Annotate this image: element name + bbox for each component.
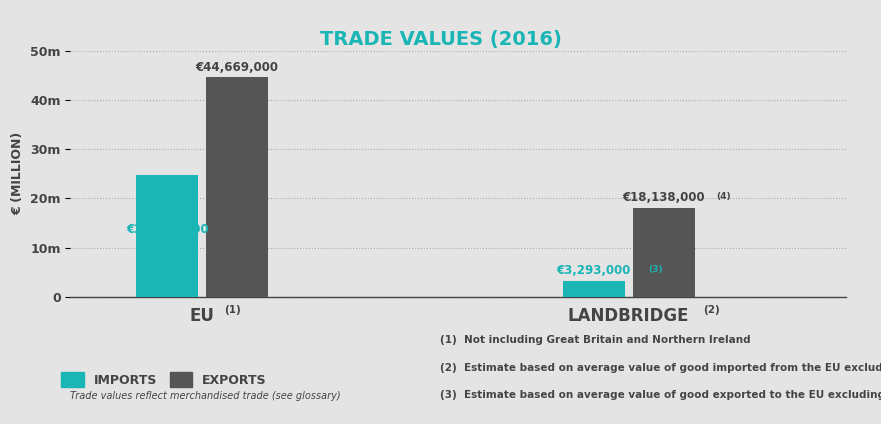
Text: €44,669,000: €44,669,000 bbox=[196, 61, 278, 74]
Text: Trade values reflect merchandised trade (see glossary): Trade values reflect merchandised trade … bbox=[70, 391, 341, 401]
Bar bbox=[633, 208, 694, 297]
Text: €3,293,000: €3,293,000 bbox=[557, 264, 631, 277]
Text: EU: EU bbox=[189, 307, 215, 325]
Text: (3): (3) bbox=[648, 265, 663, 274]
Bar bbox=[563, 281, 625, 297]
Text: (1): (1) bbox=[225, 304, 241, 315]
Text: €24,776,000: €24,776,000 bbox=[126, 223, 209, 236]
Text: (3)  Estimate based on average value of good exported to the EU excluding UK: (3) Estimate based on average value of g… bbox=[440, 390, 881, 400]
Legend: IMPORTS, EXPORTS: IMPORTS, EXPORTS bbox=[61, 372, 267, 387]
Bar bbox=[137, 175, 198, 297]
Text: LANDBRIDGE: LANDBRIDGE bbox=[568, 307, 690, 325]
Y-axis label: € (MILLION): € (MILLION) bbox=[11, 132, 25, 215]
Bar bbox=[206, 77, 268, 297]
Text: €18,138,000: €18,138,000 bbox=[622, 191, 705, 204]
Text: (1)  Not including Great Britain and Northern Ireland: (1) Not including Great Britain and Nort… bbox=[440, 335, 751, 345]
Text: TRADE VALUES (2016): TRADE VALUES (2016) bbox=[320, 30, 561, 49]
Text: (2): (2) bbox=[704, 304, 721, 315]
Text: (2)  Estimate based on average value of good imported from the EU excluding UK: (2) Estimate based on average value of g… bbox=[440, 363, 881, 373]
Text: (4): (4) bbox=[716, 192, 730, 201]
